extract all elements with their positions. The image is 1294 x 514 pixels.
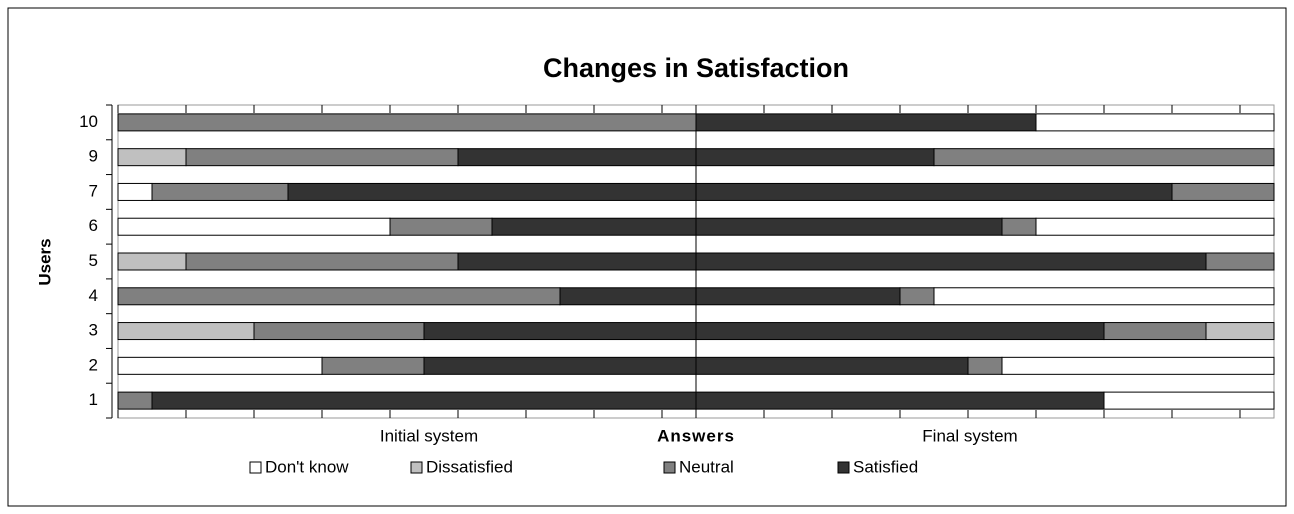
bar-segment [117, 217, 391, 236]
group-label: Initial system [380, 426, 478, 445]
chart-title: Changes in Satisfaction [543, 53, 849, 83]
bar-segment [899, 287, 935, 306]
legend-swatch [837, 461, 850, 474]
bar-segment [1035, 217, 1275, 236]
bar-segment [287, 182, 697, 201]
bar-segment [1205, 252, 1275, 271]
group-label: Final system [922, 426, 1017, 445]
legend-swatch [663, 461, 676, 474]
bar-segment [695, 287, 901, 306]
bar-segment [117, 182, 153, 201]
bar-segment [151, 391, 697, 410]
bar-segment [457, 148, 697, 167]
bar-segment [185, 252, 459, 271]
bar-segment [1171, 182, 1275, 201]
bar-segment [321, 356, 425, 375]
bar-segment [185, 148, 459, 167]
x-axis-label: Answers [657, 426, 735, 445]
bar-segment [117, 322, 255, 341]
bar-segment [695, 113, 1037, 132]
bar-segment [695, 217, 1003, 236]
bar-segment [695, 148, 935, 167]
bar-segment [933, 287, 1275, 306]
bar-segment [1103, 322, 1207, 341]
bar-segment [117, 356, 323, 375]
bar-segment [695, 322, 1105, 341]
bar-segment [117, 113, 697, 132]
legend-label: Neutral [679, 457, 734, 476]
bar-segment [695, 356, 969, 375]
bar-segment [117, 287, 561, 306]
legend-label: Satisfied [853, 457, 918, 476]
bar-segment [695, 182, 1173, 201]
y-tick-label: 2 [89, 355, 98, 374]
y-tick-label: 6 [89, 216, 98, 235]
bar-segment [695, 391, 1105, 410]
y-axis-label: Users [35, 238, 54, 285]
y-tick-label: 10 [79, 112, 98, 131]
bar-segment [967, 356, 1003, 375]
y-tick-label: 9 [89, 147, 98, 166]
bar-segment [423, 356, 697, 375]
bar-segment [151, 182, 289, 201]
bar-segment [491, 217, 697, 236]
legend-label: Dissatisfied [426, 457, 513, 476]
y-tick-label: 5 [89, 251, 98, 270]
legend-label: Don't know [265, 457, 349, 476]
bar-segment [695, 252, 1207, 271]
bar-segment [423, 322, 697, 341]
bar-segment [1001, 356, 1275, 375]
bar-segment [1035, 113, 1275, 132]
legend-swatch [249, 461, 262, 474]
bar-segment [389, 217, 493, 236]
bar-segment [1205, 322, 1275, 341]
bar-segment [457, 252, 697, 271]
bar-segment [253, 322, 425, 341]
y-tick-label: 3 [89, 321, 98, 340]
y-tick-label: 7 [89, 181, 98, 200]
y-tick-label: 4 [89, 286, 98, 305]
bar-segment [117, 148, 187, 167]
bar-segment [1103, 391, 1275, 410]
legend-swatch [410, 461, 423, 474]
bar-segment [1001, 217, 1037, 236]
bar-segment [117, 252, 187, 271]
bar-segment [117, 391, 153, 410]
bar-segment [559, 287, 697, 306]
bar-segment [933, 148, 1275, 167]
y-tick-label: 1 [89, 390, 98, 409]
